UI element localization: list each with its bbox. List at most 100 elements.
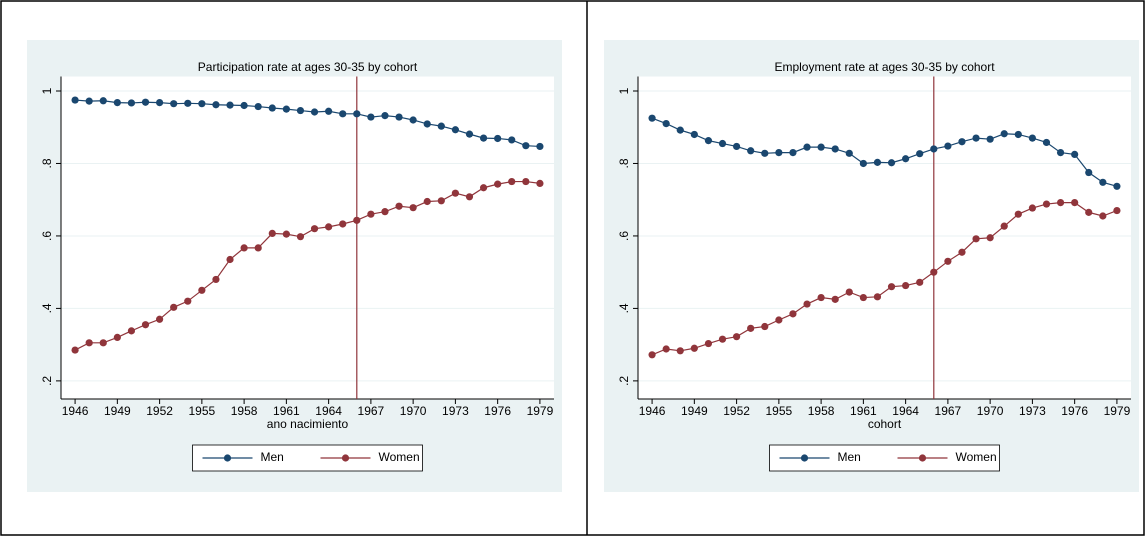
- point: [494, 134, 502, 143]
- point: [508, 136, 516, 144]
- point: [395, 113, 403, 121]
- point: [310, 108, 319, 116]
- point: [1085, 208, 1093, 216]
- point: [859, 159, 867, 168]
- x-tick-label: 1958: [231, 404, 258, 418]
- x-tick-label: 1955: [189, 404, 216, 418]
- legend-label: Men: [261, 450, 284, 464]
- point: [465, 130, 474, 138]
- point: [662, 345, 670, 353]
- point: [733, 142, 741, 151]
- point: [958, 138, 966, 146]
- point: [282, 105, 290, 113]
- point: [704, 137, 713, 145]
- y-tick-label: .6: [617, 231, 631, 241]
- x-tick-label: 1964: [315, 404, 342, 418]
- x-tick-label: 1949: [104, 404, 131, 418]
- point: [141, 98, 150, 106]
- legend-marker: [341, 454, 350, 462]
- point: [817, 143, 825, 151]
- x-tick-label: 1973: [442, 404, 469, 418]
- point: [85, 97, 93, 105]
- x-tick-label: 1952: [146, 404, 173, 418]
- point: [1000, 130, 1008, 138]
- point: [902, 281, 910, 290]
- point: [1071, 150, 1079, 159]
- point: [930, 145, 938, 153]
- point: [718, 335, 727, 343]
- chart-title: Participation rate at ages 30-35 by coho…: [198, 60, 418, 74]
- point: [127, 327, 136, 335]
- point: [972, 235, 980, 243]
- x-tick-label: 1961: [273, 404, 300, 418]
- point: [1071, 199, 1079, 207]
- point: [676, 126, 684, 134]
- point: [240, 244, 248, 252]
- point: [508, 177, 516, 186]
- point: [127, 99, 136, 107]
- point: [170, 100, 178, 108]
- point: [944, 257, 952, 265]
- point: [156, 315, 164, 323]
- point: [902, 155, 910, 163]
- point: [775, 148, 783, 157]
- point: [381, 208, 389, 216]
- point: [1113, 206, 1121, 215]
- point: [845, 288, 853, 296]
- point: [718, 139, 727, 148]
- point: [156, 98, 164, 107]
- point: [198, 286, 206, 294]
- point: [310, 225, 319, 233]
- point: [887, 283, 896, 291]
- series-line: [651, 202, 1118, 356]
- x-tick-label: 1949: [681, 404, 708, 418]
- point: [1014, 130, 1022, 139]
- point: [212, 275, 220, 284]
- point: [522, 177, 530, 186]
- point: [451, 189, 459, 197]
- point: [930, 268, 938, 276]
- point: [71, 346, 79, 354]
- point: [325, 223, 333, 231]
- x-axis-label: cohort: [868, 417, 902, 431]
- point: [240, 101, 248, 110]
- point: [761, 149, 769, 157]
- point: [958, 248, 966, 256]
- point: [1085, 168, 1093, 177]
- point: [367, 210, 375, 218]
- x-tick-label: 1952: [723, 404, 750, 418]
- plot-area: [638, 76, 1131, 399]
- point: [113, 333, 121, 341]
- point: [226, 101, 234, 109]
- x-tick-label: 1946: [62, 404, 89, 418]
- legend-marker: [918, 454, 927, 462]
- point: [648, 114, 656, 122]
- point: [296, 233, 305, 241]
- point: [536, 179, 544, 187]
- point: [873, 293, 882, 301]
- point: [789, 148, 797, 157]
- point: [1056, 199, 1065, 207]
- point: [437, 122, 445, 130]
- point: [198, 100, 206, 108]
- x-tick-label: 1979: [527, 404, 554, 418]
- series-line: [651, 117, 1118, 187]
- point: [522, 142, 530, 150]
- x-tick-label: 1958: [808, 404, 835, 418]
- point: [817, 293, 825, 302]
- point: [437, 197, 445, 205]
- legend-label: Men: [838, 450, 861, 464]
- y-tick-label: 1: [40, 87, 54, 94]
- point: [409, 116, 417, 124]
- y-tick-label: .8: [40, 158, 54, 168]
- point: [141, 321, 150, 329]
- point: [353, 216, 361, 224]
- point: [479, 134, 488, 142]
- legend-marker: [800, 454, 809, 462]
- point: [1028, 134, 1036, 142]
- point: [733, 333, 741, 341]
- y-tick-label: .4: [617, 303, 631, 313]
- point: [1099, 178, 1107, 186]
- y-tick-label: .8: [617, 158, 631, 168]
